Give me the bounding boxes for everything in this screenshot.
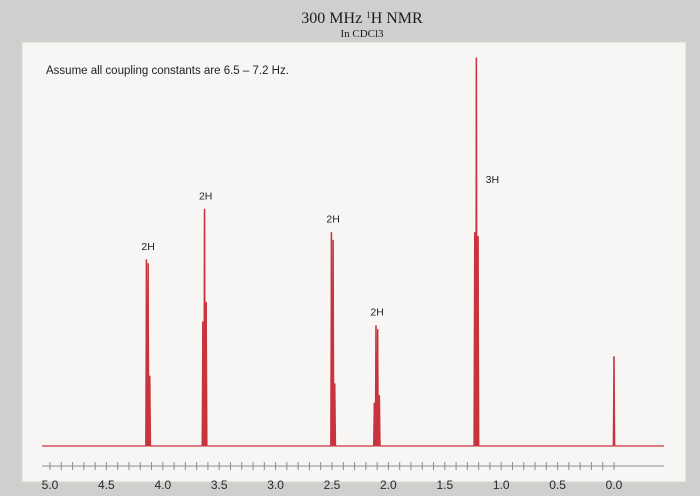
x-tick-label: 3.0 (267, 478, 284, 492)
x-tick-label: 4.5 (98, 478, 115, 492)
x-tick-label: 4.0 (154, 478, 171, 492)
x-tick-label: 1.5 (436, 478, 453, 492)
x-tick-label: 0.5 (549, 478, 566, 492)
x-tick-label: 1.0 (493, 478, 510, 492)
integration-labels: 2H 2H 2H 2H 3H (141, 174, 499, 319)
x-tick-label: 2.5 (324, 478, 341, 492)
chart-title: 300 MHz 1H NMR (301, 10, 423, 27)
integration-label-s5: 3H (486, 174, 499, 186)
coupling-constant-note: Assume all coupling constants are 6.5 – … (46, 65, 289, 77)
x-axis-tick-labels: 5.0 4.5 4.0 3.5 3.0 2.5 2.0 1.5 1.0 0.5 0.0 (42, 478, 623, 492)
paper-sheet (21, 41, 687, 483)
x-tick-label: 2.0 (380, 478, 397, 492)
integration-label-s4: 2H (370, 307, 383, 319)
x-tick-label: 0.0 (606, 478, 623, 492)
chart-subtitle: In CDCl3 (340, 28, 384, 40)
x-tick-label: 5.0 (42, 478, 59, 492)
x-axis-minor-ticks (49, 462, 615, 470)
integration-label-s2: 2H (199, 190, 212, 202)
integration-label-s1: 2H (141, 241, 154, 253)
integration-label-s3: 2H (326, 214, 339, 226)
x-tick-label: 3.5 (211, 478, 228, 492)
peak-marks (145, 58, 615, 446)
